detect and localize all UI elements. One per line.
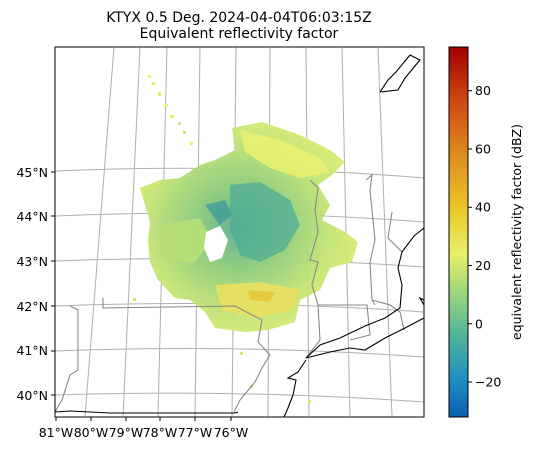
lat-tick-label: 41°N (16, 343, 48, 358)
chart-title: KTYX 0.5 Deg. 2024-04-04T06:03:15Z (106, 10, 372, 26)
lon-tick-label: 81°W (39, 425, 74, 440)
lon-tick-label: 78°W (143, 425, 178, 440)
colorbar-ticks: −20 0 20 40 60 80 (468, 83, 501, 390)
latitude-labels: 40°N 41°N 42°N 43°N 44°N 45°N (16, 165, 55, 403)
chart-subtitle: Equivalent reflectivity factor (140, 26, 339, 42)
colorbar-tick-label: 0 (475, 316, 483, 331)
colorbar-tick-label: 20 (475, 258, 491, 273)
longitude-labels: 81°W 80°W 79°W 78°W 77°W 76°W (39, 417, 249, 440)
colorbar-tick-label: 40 (475, 200, 491, 215)
lat-tick-label: 43°N (16, 254, 48, 269)
lat-tick-label: 44°N (16, 209, 48, 224)
colorbar-tick-label: 60 (475, 141, 491, 156)
state-borders (55, 173, 405, 413)
colorbar-label: equivalent reflectivity factor (dBZ) (509, 124, 524, 340)
lat-tick-label: 40°N (16, 388, 48, 403)
colorbar-tick-label: 80 (475, 83, 491, 98)
lon-tick-label: 77°W (178, 425, 213, 440)
reflectivity-field (133, 75, 358, 403)
colorbar-tick-label: −20 (475, 375, 501, 390)
lon-tick-label: 79°W (109, 425, 144, 440)
coastlines (55, 54, 424, 417)
lat-tick-label: 42°N (16, 299, 48, 314)
map-panel (55, 47, 424, 417)
lon-tick-label: 80°W (74, 425, 109, 440)
map-frame (54, 46, 425, 418)
lat-tick-label: 45°N (16, 165, 48, 180)
lon-tick-label: 76°W (214, 425, 249, 440)
colorbar-gradient (448, 46, 469, 418)
colorbar: −20 0 20 40 60 80 equivalent reflectivity fac… (448, 46, 524, 418)
